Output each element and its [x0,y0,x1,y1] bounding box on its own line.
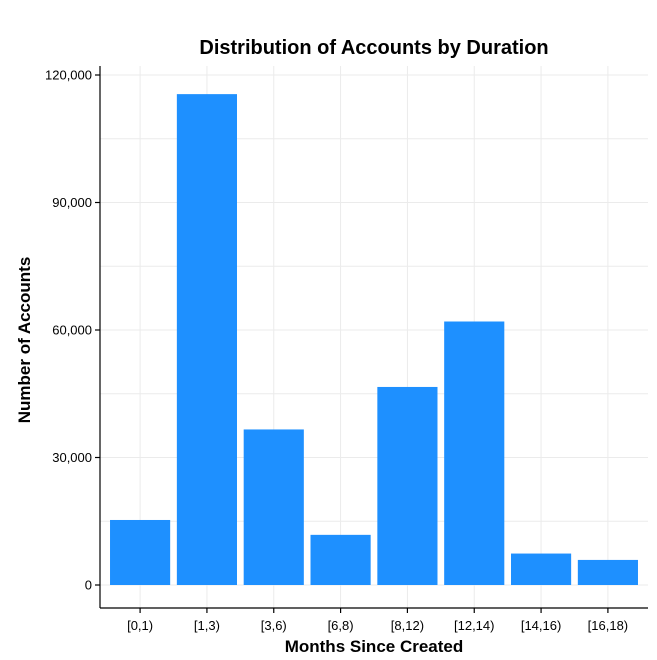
x-tick-label: [6,8) [328,618,354,633]
bar-0 [110,519,171,585]
chart-title: Distribution of Accounts by Duration [199,37,548,59]
bar-2 [243,429,304,585]
y-tick-label: 120,000 [45,68,92,83]
x-axis-title: Months Since Created [285,637,464,656]
x-tick-label: [12,14) [454,618,494,633]
y-tick-label: 0 [85,578,92,593]
bar-6 [511,553,572,585]
bar-3 [310,534,371,585]
x-axis-ticks: [0,1) [1,3) [3,6) [6,8) [8,12) [12,14) [14,16)… [127,608,628,633]
y-tick-label: 30,000 [52,450,92,465]
x-tick-label: [14,16) [521,618,561,633]
bar-1 [176,94,237,585]
y-tick-label: 60,000 [52,323,92,338]
x-tick-label: [16,18) [588,618,628,633]
y-tick-label: 90,000 [52,195,92,210]
x-tick-label: [1,3) [194,618,220,633]
x-tick-label: [0,1) [127,618,153,633]
bar-5 [444,321,505,585]
bar-7 [577,559,638,585]
bar-4 [377,386,438,585]
y-axis-ticks: 0 30,000 60,000 90,000 120,000 [45,68,100,593]
y-axis-title: Number of Accounts [15,257,34,424]
x-tick-label: [3,6) [261,618,287,633]
x-tick-label: [8,12) [391,618,424,633]
bars [110,94,638,585]
axes [99,66,648,609]
